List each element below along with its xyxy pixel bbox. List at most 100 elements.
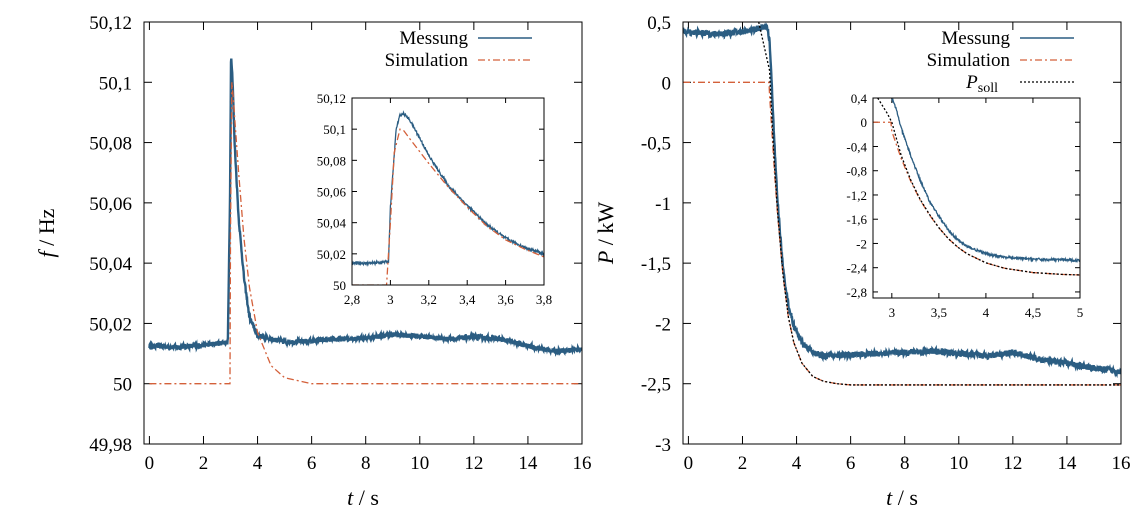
power-main-ytick-label: 0,5 [647, 13, 671, 34]
frequency-main-xtick-label: 16 [573, 453, 592, 474]
frequency-main-xtick-label: 8 [361, 453, 371, 474]
frequency-inset-ytick-label: 50,12 [317, 91, 346, 106]
power-main-ytick-label: -1,5 [641, 254, 671, 275]
frequency-inset-series-group [352, 110, 544, 285]
power-legend-psoll-label: Psoll [965, 72, 998, 96]
frequency-inset-ytick-label: 50,02 [317, 247, 346, 262]
power-inset-series-psoll [877, 98, 1080, 276]
power-ylabel-unit: / kW [593, 202, 618, 251]
power-xlabel-unit: / s [892, 485, 918, 510]
power-main-ytick-label: -2 [655, 314, 671, 335]
frequency-inset-xtick-label: 3,8 [536, 292, 552, 307]
frequency-inset-series-messung [352, 110, 544, 267]
power-main-series-group [683, 22, 1121, 386]
frequency-inset-ytick-label: 50,1 [323, 122, 346, 137]
frequency-inset-xtick-label: 3 [387, 292, 394, 307]
frequency-main-xtick-label: 10 [410, 453, 429, 474]
power-inset-series-group [873, 98, 1080, 276]
frequency-ylabel-symbol: f [34, 248, 59, 257]
frequency-legend-simulation-label: Simulation [385, 50, 469, 71]
frequency-main-xtick-label: 14 [518, 453, 538, 474]
frequency-inset-xtick-label: 3,2 [421, 292, 437, 307]
power-main-xtick-label: 8 [900, 453, 910, 474]
frequency-chart: 0 2 4 6 8 10 12 14 16 49,98 50 50,02 50,04 50,06 50,08… [34, 13, 592, 510]
power-main-ytick-label: -3 [655, 435, 671, 456]
power-xlabel: t / s [886, 485, 918, 510]
frequency-inset-ytick-label: 50 [333, 278, 346, 293]
frequency-inset-background [352, 98, 544, 285]
power-main-xtick-label: 0 [684, 453, 694, 474]
frequency-main-ytick-label: 50,06 [89, 194, 132, 215]
frequency-main-series-simulation [149, 82, 582, 385]
frequency-inset-xtick-label: 3,4 [459, 292, 476, 307]
power-inset-ytick-label: -2,4 [846, 261, 867, 276]
frequency-ylabel: f / Hz [34, 208, 59, 257]
power-inset-xtick-label: 3 [889, 305, 896, 320]
power-inset-ytick-label: -0,8 [846, 164, 867, 179]
frequency-main-series-messung [148, 58, 582, 357]
power-main-series-psoll [758, 22, 1121, 386]
power-main-xtick-label: 16 [1112, 453, 1131, 474]
power-main-xtick-label: 14 [1057, 453, 1077, 474]
frequency-main-ytick-label: 50,08 [89, 134, 132, 155]
frequency-main-ytick-label: 50 [113, 375, 132, 396]
power-inset-ytick-label: 0 [861, 115, 868, 130]
power-legend-psoll-symbol: P [965, 72, 978, 93]
frequency-inset-frame [351, 97, 545, 286]
power-main-xtick-label: 2 [738, 453, 748, 474]
power-main-frame [682, 21, 1122, 445]
frequency-main-series-group [148, 58, 582, 385]
frequency-xlabel-unit: / s [353, 485, 379, 510]
power-inset: 3 3,5 4 4,5 5 -2,8 -2,4 -2 -1,6 -1,2 -0,8 -0,4 0 0,4 [846, 91, 1083, 320]
power-main-xtick-label: 10 [949, 453, 968, 474]
frequency-inset-series-simulation [352, 128, 544, 285]
power-main-xtick-label: 4 [792, 453, 802, 474]
frequency-main-ytick-label: 49,98 [89, 435, 132, 456]
frequency-inset-ytick-label: 50,04 [317, 216, 347, 231]
power-main-ytick-label: -1 [655, 194, 671, 215]
power-xlabel-symbol: t [886, 485, 893, 510]
frequency-inset: 2,8 3 3,2 3,4 3,6 3,8 50 50,02 50,04 50,06 50,08 50… [317, 91, 552, 307]
frequency-xlabel-symbol: t [347, 485, 354, 510]
frequency-inset-xtick-label: 3,6 [497, 292, 514, 307]
frequency-main-xtick-label: 2 [199, 453, 209, 474]
frequency-main-ytick-label: 50,1 [99, 73, 132, 94]
power-inset-frame [872, 97, 1081, 299]
power-inset-background [873, 98, 1080, 298]
power-main-ytick-label: -0,5 [641, 134, 671, 155]
power-main-xtick-label: 6 [846, 453, 856, 474]
frequency-ylabel-unit: / Hz [34, 208, 59, 251]
frequency-main-xtick-label: 12 [464, 453, 483, 474]
frequency-main-xtick-label: 0 [145, 453, 155, 474]
frequency-legend-messung-label: Messung [399, 28, 468, 49]
power-inset-ytick-label: -1,6 [846, 212, 867, 227]
frequency-xlabel: t / s [347, 485, 379, 510]
power-inset-ytick-label: -2 [856, 236, 867, 251]
power-main-series-messung [683, 22, 1121, 379]
frequency-inset-ytick-label: 50,06 [317, 185, 347, 200]
power-inset-ytick-label: -1,2 [846, 188, 867, 203]
power-inset-ytick-label: -2,8 [846, 285, 867, 300]
power-inset-xtick-label: 5 [1077, 305, 1084, 320]
power-legend-messung-label: Messung [941, 28, 1010, 49]
frequency-main-frame [143, 21, 583, 445]
power-main-series-simulation [683, 81, 1121, 386]
frequency-main-ytick-label: 50,04 [89, 254, 132, 275]
frequency-main-xtick-label: 6 [307, 453, 317, 474]
power-inset-ytick-label: 0,4 [851, 91, 868, 106]
power-inset-xtick-label: 3,5 [931, 305, 947, 320]
power-legend-psoll-subscript: soll [978, 81, 998, 96]
frequency-inset-xtick-label: 2,8 [344, 292, 360, 307]
frequency-main-ytick-label: 50,12 [89, 13, 132, 34]
power-legend-simulation-label: Simulation [927, 50, 1011, 71]
power-ylabel: P / kW [593, 202, 618, 266]
frequency-inset-ytick-label: 50,08 [317, 153, 346, 168]
power-chart: 0 2 4 6 8 10 12 14 16 -3 -2,5 -2 -1,5 -1 -0,5 0 0,5 P / k… [593, 13, 1131, 510]
power-inset-ytick-label: -0,4 [846, 139, 867, 154]
frequency-main-xtick-label: 4 [253, 453, 263, 474]
power-inset-xtick-label: 4,5 [1025, 305, 1041, 320]
power-main-ytick-label: -2,5 [641, 375, 671, 396]
